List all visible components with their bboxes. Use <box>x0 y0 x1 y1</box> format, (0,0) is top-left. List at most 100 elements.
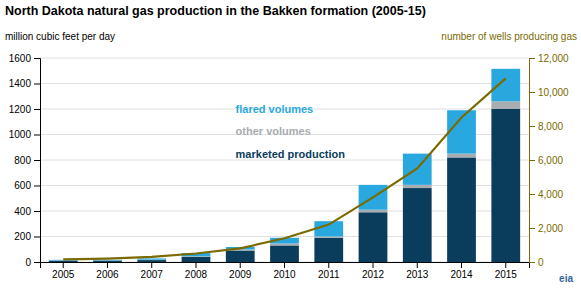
tick: 12,000 <box>529 53 569 64</box>
bar <box>491 69 520 102</box>
tick: 2009 <box>229 262 252 280</box>
plot: 2005 2006 2007 2008 2009 2010 2011 2012 2013 2014… <box>9 53 569 280</box>
bar <box>447 154 476 158</box>
tick-label: 0 <box>25 257 31 268</box>
annotation: eia <box>559 273 573 284</box>
tick-label: 2009 <box>229 269 252 280</box>
bar <box>359 210 388 213</box>
tick: 400 <box>14 206 40 217</box>
bar <box>403 185 432 188</box>
bar <box>270 245 299 262</box>
tick-mark <box>240 262 241 268</box>
tick-mark <box>34 58 40 59</box>
bar-series <box>49 69 520 261</box>
tick: 10,000 <box>529 87 569 98</box>
bar <box>93 261 122 262</box>
tick-label: 2012 <box>362 269 385 280</box>
axis-line <box>34 59 41 263</box>
tick: 2007 <box>141 262 164 280</box>
tick-label: 1000 <box>9 129 32 140</box>
tick: 2005 <box>52 262 75 280</box>
tick-mark <box>34 186 40 187</box>
tick-mark <box>461 262 462 268</box>
tick: 1600 <box>9 53 40 64</box>
tick-label: 2014 <box>450 269 473 280</box>
y-axis-title: million cubic feet per day <box>5 31 115 42</box>
bar <box>314 237 343 238</box>
tick-label: 600 <box>14 180 31 191</box>
grid-line <box>40 83 529 84</box>
tick-mark <box>529 194 535 195</box>
bar <box>403 188 432 262</box>
tick-mark <box>373 262 374 268</box>
bar <box>491 101 520 109</box>
bar <box>137 260 166 262</box>
tick: 2011 <box>318 262 340 280</box>
tick-label: 2006 <box>96 269 119 280</box>
tick-label: 10,000 <box>538 87 569 98</box>
bar <box>137 259 166 260</box>
tick: 1400 <box>9 78 40 89</box>
tick: 2012 <box>362 262 385 280</box>
bar <box>359 212 388 262</box>
line <box>63 78 506 259</box>
marks <box>49 69 520 262</box>
tick: 1200 <box>9 104 40 115</box>
tick-label: 400 <box>14 206 31 217</box>
tick-label: 2005 <box>52 269 75 280</box>
tick-label: 800 <box>14 155 31 166</box>
tick: 2014 <box>450 262 473 280</box>
tick-label: 8,000 <box>538 121 563 132</box>
tick-mark <box>34 262 40 263</box>
tick-mark <box>195 262 196 268</box>
tick-mark <box>34 135 40 136</box>
bar <box>49 261 78 262</box>
tick: 600 <box>14 180 40 191</box>
tick: 2015 <box>495 262 518 280</box>
tick-label: 2015 <box>495 269 518 280</box>
tick: 2006 <box>96 262 119 280</box>
tick-mark <box>63 262 64 268</box>
y2-axis-title: number of wells producing gas <box>441 31 577 42</box>
tick: 2008 <box>185 262 208 280</box>
tick-mark <box>529 262 535 263</box>
tick: 2010 <box>273 262 296 280</box>
tick-mark <box>151 262 152 268</box>
bar <box>447 157 476 262</box>
tick-mark <box>529 228 535 229</box>
title: North Dakota natural gas production in t… <box>5 4 426 18</box>
tick-label: 2010 <box>273 269 296 280</box>
tick: 1000 <box>9 129 40 140</box>
axis-line <box>530 59 536 263</box>
legend-entry: marketed production <box>236 148 346 160</box>
tick-label: 6,000 <box>538 155 563 166</box>
tick-label: 4,000 <box>538 189 563 200</box>
tick-mark <box>529 92 535 93</box>
y-axis: 0 200 400 600 800 1000 1200 1400 1600 <box>9 53 41 268</box>
tick-mark <box>284 262 285 268</box>
tick-label: 2011 <box>318 269 340 280</box>
bar <box>270 244 299 246</box>
tick: 6,000 <box>529 155 563 166</box>
grid <box>40 58 529 262</box>
tick-label: 1400 <box>9 78 32 89</box>
tick: 8,000 <box>529 121 563 132</box>
tick-mark <box>34 109 40 110</box>
tick-label: 2008 <box>185 269 208 280</box>
tick-mark <box>34 160 40 161</box>
bar-series <box>49 101 520 260</box>
legend: flared volumesother volumesmarketed prod… <box>236 103 346 160</box>
tick-label: 1200 <box>9 104 32 115</box>
axis-line <box>41 263 530 269</box>
y2-axis: 02,0004,0006,0008,00010,00012,000 <box>529 53 569 268</box>
tick: 800 <box>14 155 40 166</box>
tick: 4,000 <box>529 189 563 200</box>
tick-label: 12,000 <box>538 53 569 64</box>
tick-label: 200 <box>14 231 31 242</box>
tick-label: 2013 <box>406 269 429 280</box>
tick-mark <box>34 84 40 85</box>
bar <box>314 238 343 262</box>
tick: 0 <box>529 257 544 268</box>
legend-entry: flared volumes <box>236 103 314 115</box>
tick-mark <box>34 237 40 238</box>
